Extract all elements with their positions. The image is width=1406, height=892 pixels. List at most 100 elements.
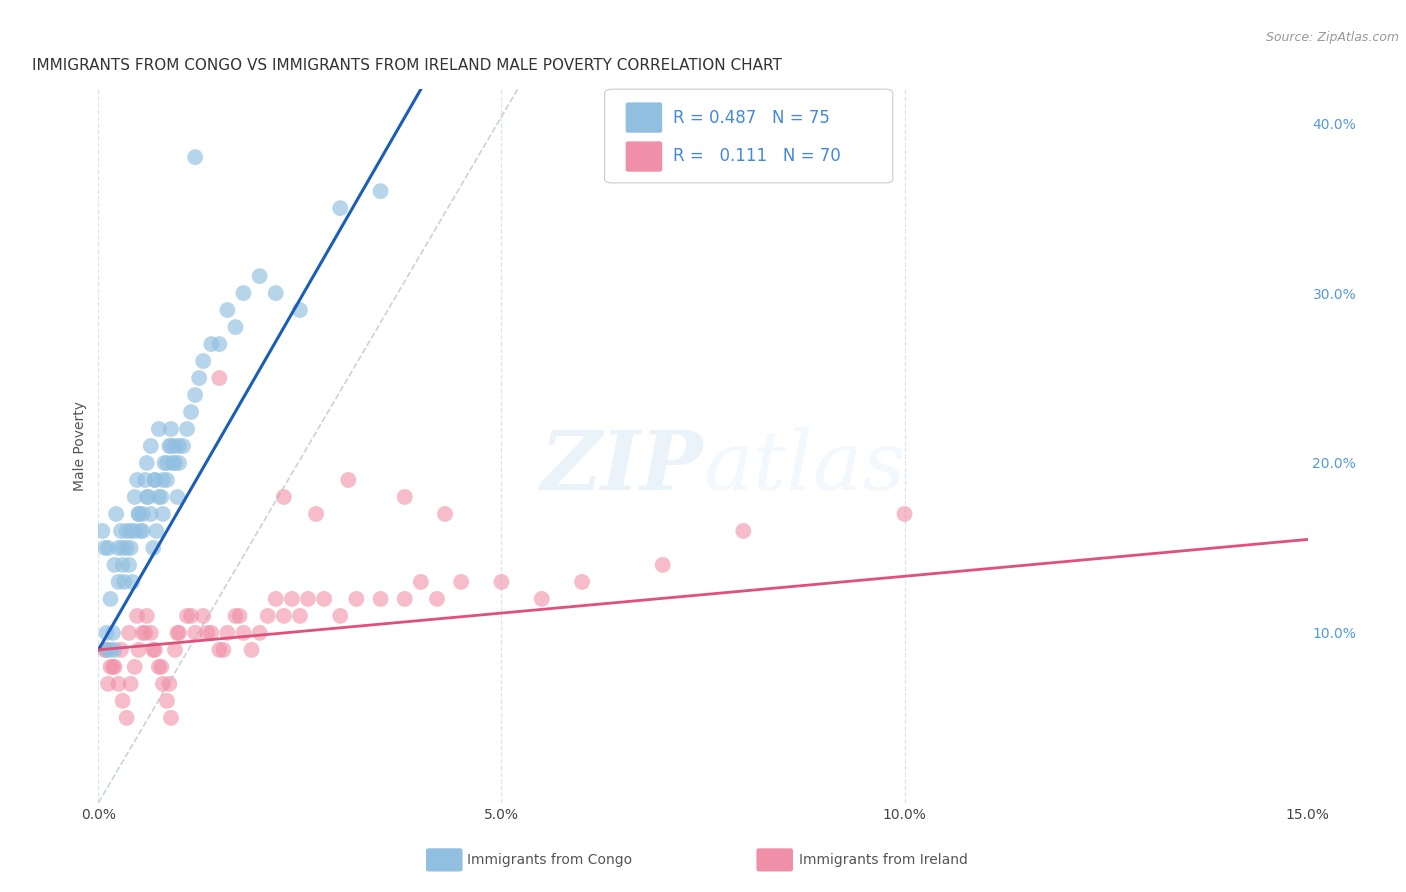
Point [651,558,673,572]
Point [94,541,117,555]
Point [101,660,124,674]
Point [184,626,207,640]
Point [103,643,125,657]
Point [135,490,157,504]
Point [91,524,114,538]
Point [142,643,165,657]
Point [143,473,166,487]
Point [143,473,166,487]
Point [115,524,138,538]
Point [256,608,278,623]
Point [148,490,170,504]
Text: R = 0.487   N = 75: R = 0.487 N = 75 [673,109,831,128]
Point [394,591,416,606]
Text: Immigrants from Ireland: Immigrants from Ireland [799,853,967,867]
Point [571,574,593,589]
Point [163,643,186,657]
Point [249,269,271,284]
Point [128,643,150,657]
Point [120,524,142,538]
Point [217,303,239,318]
Point [208,337,231,351]
Point [172,439,194,453]
Point [103,558,125,572]
Point [124,524,146,538]
Point [148,422,170,436]
Point [156,473,179,487]
Point [111,694,134,708]
Point [188,371,211,385]
Point [200,337,222,351]
Point [107,541,129,555]
Point [97,677,120,691]
Point [212,643,235,657]
Point [264,286,287,301]
Point [249,626,271,640]
Point [120,677,142,691]
Text: Immigrants from Congo: Immigrants from Congo [467,853,631,867]
Point [153,456,176,470]
Point [232,286,254,301]
Point [217,626,239,640]
Point [434,507,457,521]
Point [112,574,135,589]
Point [111,558,134,572]
Point [139,439,162,453]
Point [200,626,222,640]
Point [152,473,174,487]
Point [240,643,263,657]
Point [101,626,124,640]
Point [145,524,167,538]
Point [134,626,156,640]
Point [409,574,432,589]
Point [167,456,190,470]
Point [224,320,246,334]
Point [166,626,188,640]
Point [893,507,915,521]
Point [110,524,132,538]
Point [228,608,250,623]
Point [160,711,183,725]
Point [193,608,215,623]
Point [100,643,122,657]
Point [132,507,155,521]
Point [167,626,190,640]
Point [394,490,416,504]
Point [329,608,352,623]
Point [195,626,218,640]
Point [337,473,360,487]
Point [156,694,179,708]
Point [157,439,180,453]
Point [176,608,198,623]
Point [127,473,149,487]
Point [305,507,328,521]
Point [103,660,125,674]
Point [134,473,156,487]
Point [96,643,118,657]
Text: Source: ZipAtlas.com: Source: ZipAtlas.com [1265,31,1399,45]
Point [105,507,128,521]
Point [156,456,179,470]
Point [127,608,149,623]
Point [208,643,231,657]
Point [224,608,246,623]
Point [344,591,367,606]
Point [94,643,117,657]
Point [139,507,162,521]
Point [733,524,755,538]
Point [162,456,184,470]
Point [124,660,146,674]
Point [132,524,155,538]
Point [124,490,146,504]
Point [142,541,165,555]
Point [132,626,155,640]
Text: atlas: atlas [703,427,905,508]
Text: IMMIGRANTS FROM CONGO VS IMMIGRANTS FROM IRELAND MALE POVERTY CORRELATION CHART: IMMIGRANTS FROM CONGO VS IMMIGRANTS FROM… [32,58,782,73]
Point [135,456,157,470]
Point [370,591,392,606]
Point [160,422,183,436]
Point [530,591,553,606]
Point [163,456,186,470]
Point [160,439,183,453]
Point [152,677,174,691]
